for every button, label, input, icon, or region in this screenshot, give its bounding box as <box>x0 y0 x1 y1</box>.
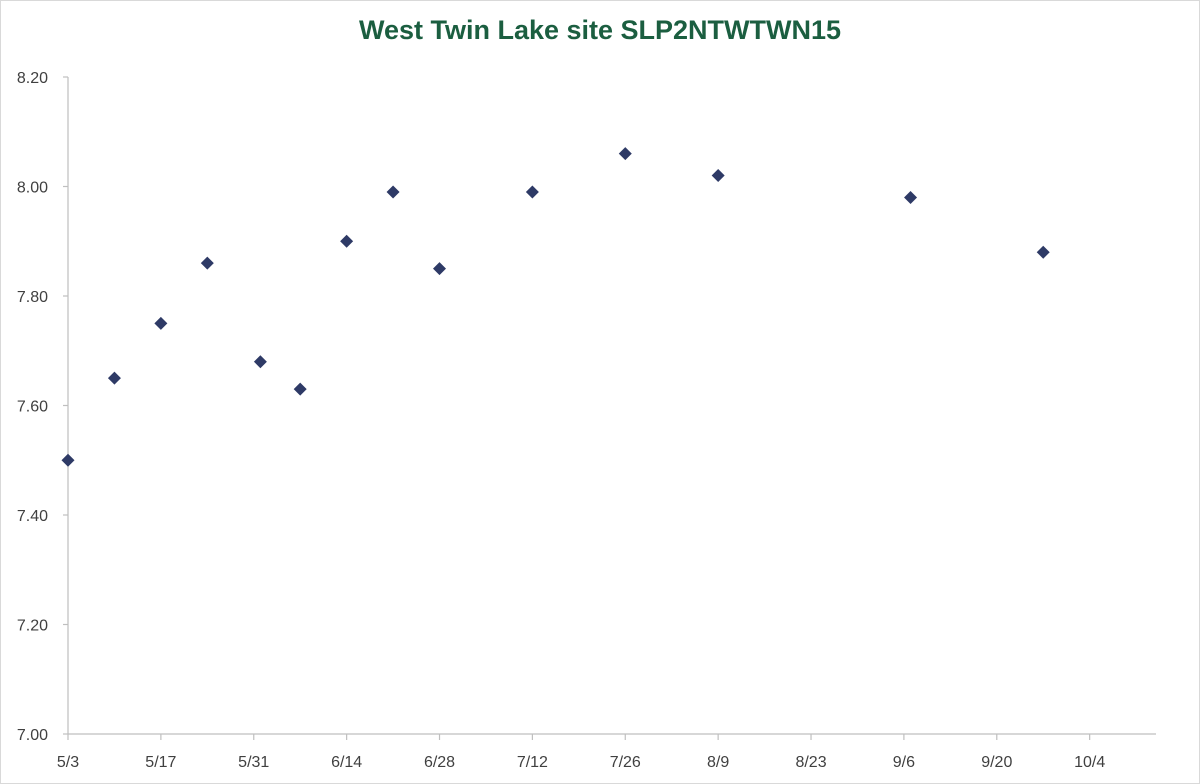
x-tick-label: 8/9 <box>707 754 729 771</box>
x-tick-label: 6/14 <box>331 754 362 771</box>
data-point <box>61 453 75 467</box>
data-point <box>525 185 539 199</box>
y-tick-label: 7.60 <box>17 399 48 416</box>
y-tick-label: 7.00 <box>17 727 48 744</box>
points-layer <box>61 147 1050 467</box>
y-tick-label: 7.20 <box>17 618 48 635</box>
data-point <box>293 382 307 396</box>
data-point <box>618 147 632 161</box>
y-tick-label: 7.40 <box>17 508 48 525</box>
data-point <box>340 234 354 248</box>
y-tick-label: 8.20 <box>17 70 48 87</box>
x-tick-label: 5/31 <box>238 754 269 771</box>
ticks-layer: 7.00 7.20 7.40 7.60 7.80 8.00 8.20 5/3 5/17 5/31 6… <box>17 70 1105 771</box>
data-point <box>200 256 214 270</box>
x-tick-label: 9/20 <box>981 754 1012 771</box>
data-point <box>711 169 725 183</box>
axes-layer <box>67 77 1156 735</box>
data-point <box>253 355 267 369</box>
x-tick-label: 7/26 <box>610 754 641 771</box>
data-point <box>904 190 918 204</box>
data-point <box>107 371 121 385</box>
chart-title: West Twin Lake site SLP2NTWTWN15 <box>358 15 842 45</box>
x-tick-label: 6/28 <box>424 754 455 771</box>
data-point <box>433 262 447 276</box>
data-point <box>1036 245 1050 259</box>
x-tick-label: 5/3 <box>57 754 79 771</box>
y-tick-label: 7.80 <box>17 289 48 306</box>
data-point <box>386 185 400 199</box>
y-tick-label: 8.00 <box>17 180 48 197</box>
data-point <box>154 316 168 330</box>
x-tick-label: 7/12 <box>517 754 548 771</box>
x-tick-label: 5/17 <box>145 754 176 771</box>
x-tick-label: 10/4 <box>1074 754 1105 771</box>
x-tick-label: 9/6 <box>893 754 915 771</box>
x-tick-label: 8/23 <box>795 754 826 771</box>
